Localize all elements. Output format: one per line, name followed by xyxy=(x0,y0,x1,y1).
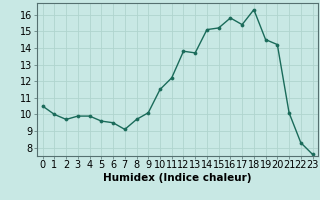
X-axis label: Humidex (Indice chaleur): Humidex (Indice chaleur) xyxy=(103,173,252,183)
